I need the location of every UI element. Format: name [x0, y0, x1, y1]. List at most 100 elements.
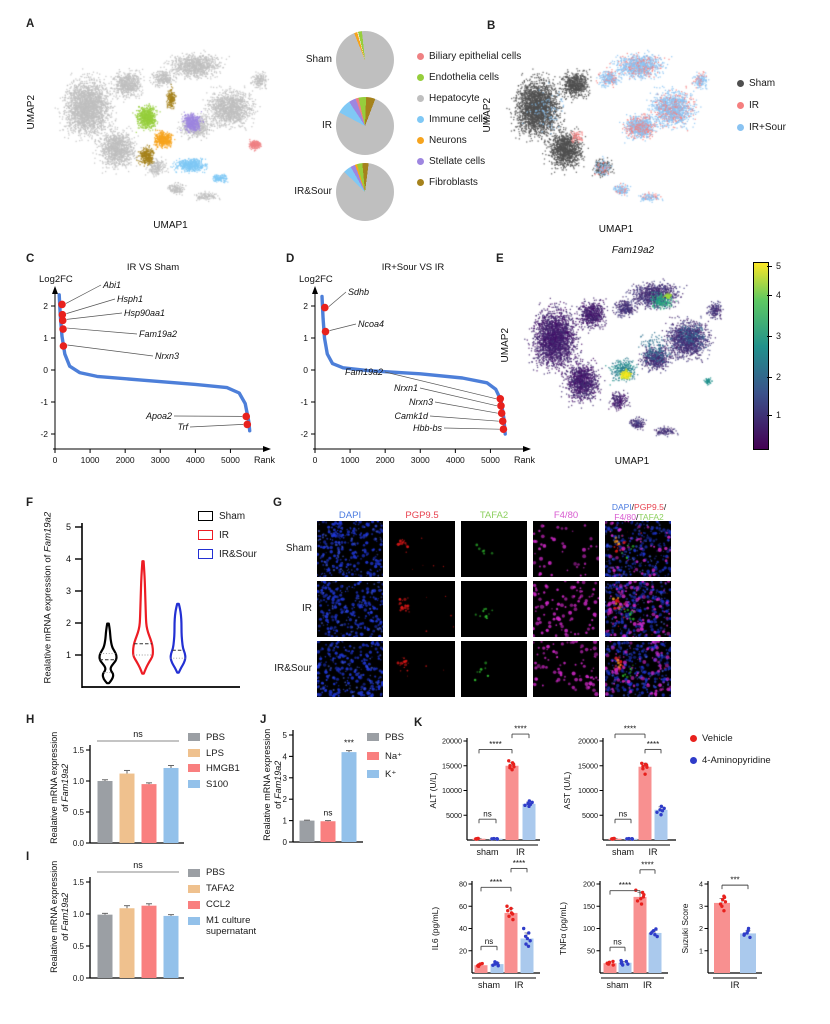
bar-sham-4-Aminopyridine	[618, 962, 632, 973]
data-point	[720, 897, 725, 902]
chart-text: 15000	[578, 761, 598, 770]
data-point	[627, 836, 631, 841]
colorbar-tick-mark	[767, 265, 772, 267]
chart-text: 5	[66, 522, 71, 532]
data-point	[527, 931, 531, 935]
legend-item-Hepatocyte: Hepatocyte	[417, 93, 480, 104]
data-point	[521, 926, 526, 931]
pie-Sham	[336, 31, 394, 89]
group-label: IR	[516, 847, 526, 857]
data-point	[722, 894, 726, 898]
if-header-PGP9.5: PGP9.5	[405, 510, 439, 521]
legend-box-icon	[188, 748, 200, 757]
legend-item-Sham: Sham	[737, 78, 775, 89]
barH-ylabel-l2: of	[60, 801, 70, 812]
data-point	[611, 963, 615, 967]
if-image-Sham-col3	[533, 521, 599, 577]
group-label: IR	[731, 980, 741, 990]
chart-text: 60	[459, 902, 467, 911]
sig-label: ****	[513, 859, 525, 868]
gene-label: Ncoa4	[358, 319, 384, 329]
chart-text: 2000	[116, 455, 135, 465]
chart-text: 4	[283, 752, 288, 761]
legend-item-PBS: PBS	[188, 732, 225, 743]
legend-item-LPS: LPS	[188, 748, 224, 759]
umapE-y-axis-label: UMAP2	[500, 328, 511, 363]
sig-label: ****	[489, 740, 501, 749]
sig-label: ns	[613, 938, 621, 947]
bar-IR-4-Aminopyridine	[522, 803, 536, 840]
pie-label: IR&Sour	[294, 186, 332, 197]
bar-IR-Vehicle	[638, 766, 652, 840]
if-image-IR&Sour-col1	[389, 641, 455, 697]
sig-label: ns	[483, 810, 491, 819]
legend-box-icon	[198, 549, 213, 560]
barJ-ylabel-l1: Realative mRNA expression	[262, 728, 273, 841]
chart-text: 1.5	[73, 878, 85, 887]
umapB-x-axis-label: UMAP1	[598, 224, 634, 235]
colorbar-tick-mark	[767, 377, 772, 379]
violin-legend-IR&Sour: IR&Sour	[198, 549, 257, 560]
expression-colorbar	[753, 262, 769, 450]
legend-item-M1: M1 culture supernatant	[188, 915, 272, 938]
bar-chart-cytokines: 0.0 0.5 1.0 1.5 ns	[73, 860, 184, 983]
data-point	[523, 934, 528, 938]
panel-letter-h: H	[26, 714, 35, 726]
data-point	[659, 804, 664, 809]
alt-chart: 5000 10000 15000 20000 ALT (U/L) sham IR **** **…	[428, 725, 540, 857]
y-axis-label: Suzuki Score	[680, 903, 690, 953]
group-label: sham	[478, 980, 500, 990]
chart-text: 100	[583, 924, 595, 933]
data-point	[639, 896, 643, 901]
if-image-IR-col1	[389, 581, 455, 637]
if-image-IR&Sour-col0	[317, 641, 383, 697]
legend-box-icon	[367, 770, 379, 779]
data-point	[526, 944, 531, 948]
data-point	[511, 917, 515, 922]
barH-ylabel-gene: Fam19a2	[60, 763, 70, 802]
gene-label: Nrxn1	[394, 383, 418, 393]
chart-text: 80	[459, 880, 467, 889]
chart-text: 1	[699, 946, 703, 955]
legend-item-Stellate cells: Stellate cells	[417, 156, 485, 167]
data-point	[510, 761, 515, 765]
merge-header-part: DAPI	[611, 502, 632, 512]
chart-text: 0	[43, 365, 48, 375]
bar-CCL2	[141, 905, 157, 978]
umap-feature-plot	[518, 262, 746, 454]
barI-ylabel-gene: Fam19a2	[60, 892, 70, 931]
legend-dot-icon	[417, 157, 424, 165]
bar-IR-4-Aminopyridine	[654, 809, 668, 840]
gene-label: Sdhb	[348, 287, 369, 297]
colorbar-tick-label: 1	[776, 409, 782, 420]
group-label: IR	[643, 980, 653, 990]
legend-item-Endothelia cells: Endothelia cells	[417, 72, 499, 83]
sig-label: ns	[133, 729, 143, 739]
data-point	[742, 932, 746, 936]
data-point	[746, 926, 751, 931]
data-point	[530, 800, 534, 805]
chart-text: -2	[300, 429, 308, 439]
chart-text: 1000	[81, 455, 100, 465]
data-point	[507, 914, 511, 918]
panel-letter-b: B	[487, 20, 496, 32]
bar-chart-damps: 0.0 0.5 1.0 1.5 ns	[73, 729, 184, 848]
chart-text: 0	[313, 455, 318, 465]
gene-label: Fam19a2	[139, 329, 177, 339]
legend-item-Biliary epithelial cells: Biliary epithelial cells	[417, 51, 521, 62]
il6-chart: 20 40 60 80 IL6 (pg/mL) sham IR **** **** ns	[430, 859, 540, 990]
data-point	[723, 900, 728, 904]
gene-label: Nrxn3	[155, 351, 179, 361]
panel-letter-a: A	[26, 18, 35, 30]
chart-text: 0	[53, 455, 58, 465]
ast-chart: 5000 10000 15000 20000 AST (U/L) sham IR **** **…	[562, 725, 676, 857]
data-point	[506, 909, 510, 913]
data-point	[476, 836, 480, 841]
if-header-DAPI: DAPI	[338, 510, 362, 521]
bar-TAFA2	[119, 908, 135, 978]
bar-IR-4-Aminopyridine	[648, 932, 662, 973]
data-point	[607, 960, 612, 965]
legend-dot-icon	[737, 123, 744, 131]
barI-ylabel-l2: of	[60, 930, 70, 941]
chart-text: 3000	[151, 455, 170, 465]
